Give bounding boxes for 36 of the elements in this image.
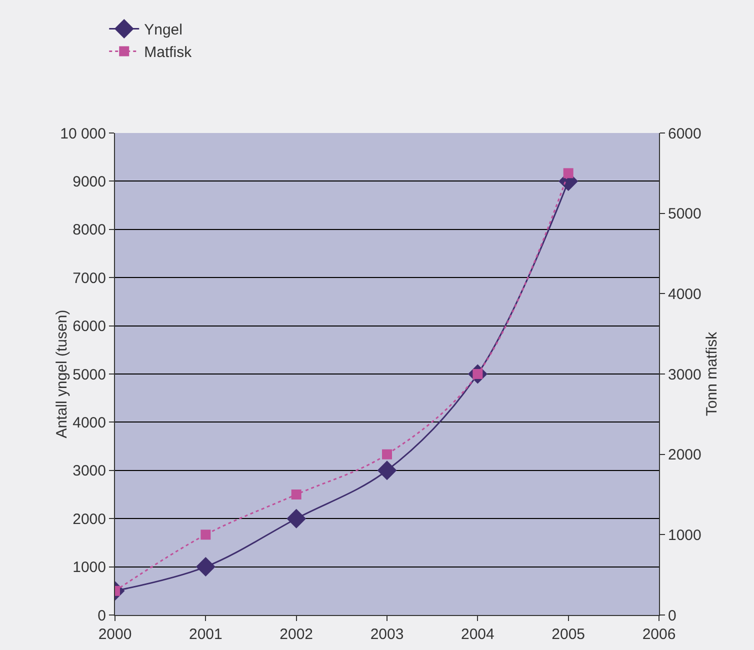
x-tick-label: 2001 <box>188 626 222 643</box>
y-tick-label: 10 000 <box>60 125 106 142</box>
y-tick-label: 2000 <box>72 510 106 528</box>
point <box>286 508 306 528</box>
y-tick-label: 4000 <box>72 414 106 432</box>
y-tick-label: 0 <box>98 607 106 624</box>
x-tick-label: 2002 <box>280 626 314 643</box>
y2-tick-label: 3000 <box>668 366 702 384</box>
x-tick-label: 2003 <box>370 626 404 643</box>
y2-tick-label: 4000 <box>668 286 702 303</box>
y2-tick-label: 5000 <box>668 206 702 223</box>
x-tick-label: 2000 <box>98 626 132 643</box>
point <box>291 490 302 500</box>
legend-label: Matfisk <box>144 44 192 62</box>
x-tick-label: 2005 <box>552 626 586 643</box>
point <box>377 460 397 480</box>
y-tick-label: 3000 <box>72 462 106 480</box>
y-tick-label: 9000 <box>72 173 106 190</box>
y2-tick-label: 1000 <box>668 526 702 544</box>
y-tick-label: 5000 <box>72 366 106 384</box>
y-tick-label: 8000 <box>72 222 106 239</box>
y-tick-label: 7000 <box>72 270 106 287</box>
point <box>200 530 211 540</box>
y-tick-label: 1000 <box>72 559 106 576</box>
x-tick-label: 2006 <box>642 626 676 643</box>
y2-axis-title: Tonn matfisk <box>703 331 720 416</box>
point <box>382 449 392 460</box>
point <box>563 168 574 178</box>
y-axis-title: Antall yngel (tusen) <box>54 310 71 438</box>
legend-label: Yngel <box>144 22 182 39</box>
y2-tick-label: 2000 <box>668 446 702 464</box>
y2-tick-label: 0 <box>668 607 676 624</box>
y-tick-label: 6000 <box>72 318 106 336</box>
y2-tick-label: 6000 <box>668 125 702 142</box>
point <box>196 557 216 577</box>
x-tick-label: 2004 <box>460 626 494 643</box>
